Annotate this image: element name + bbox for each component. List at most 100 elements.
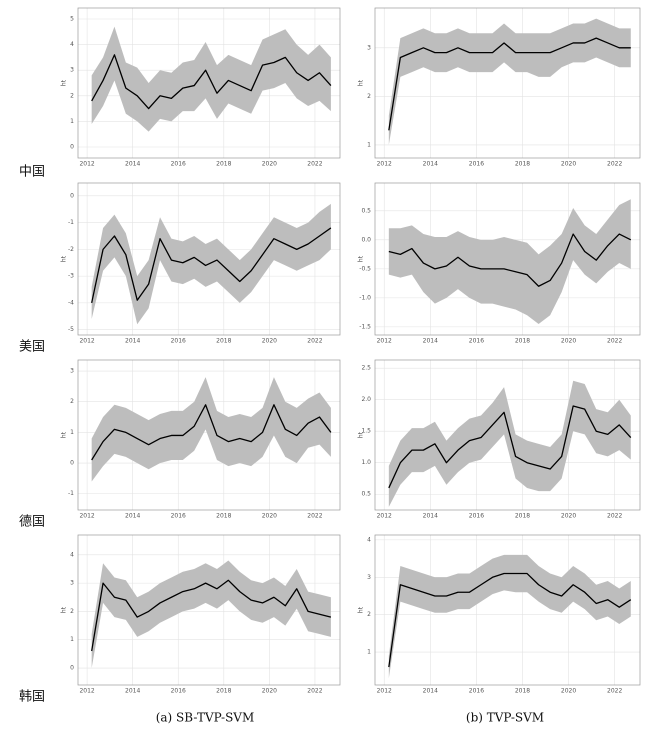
row-label: 美国 — [19, 340, 45, 355]
x-tick-label: 2016 — [469, 688, 484, 695]
x-tick-label: 2022 — [607, 161, 622, 168]
confidence-band — [91, 377, 331, 482]
row-label: 中国 — [19, 165, 45, 180]
y-tick-label: 2 — [70, 92, 74, 99]
x-tick-label: 2016 — [171, 688, 186, 695]
y-axis-label: ht — [358, 79, 365, 86]
y-tick-label: -1.5 — [359, 323, 371, 330]
y-axis-label: ht — [358, 255, 365, 262]
y-axis-label: ht — [61, 79, 68, 86]
y-tick-label: 0 — [70, 460, 74, 467]
confidence-band — [388, 554, 631, 679]
y-tick-label: -1 — [68, 219, 74, 226]
line — [91, 404, 332, 461]
y-tick-label: 3 — [367, 574, 371, 581]
x-tick-label: 2022 — [307, 688, 322, 695]
y-tick-label: -1 — [68, 490, 74, 497]
y-tick-label: 0.5 — [361, 207, 371, 214]
x-tick-label: 2012 — [79, 338, 94, 345]
line — [388, 405, 632, 489]
confidence-band — [91, 560, 331, 669]
x-tick-label: 2012 — [377, 688, 392, 695]
x-tick-label: 2020 — [262, 513, 277, 520]
y-tick-label: 3 — [70, 368, 74, 375]
x-tick-label: 2012 — [79, 688, 94, 695]
x-tick-label: 2020 — [262, 338, 277, 345]
x-tick-label: 2016 — [469, 513, 484, 520]
x-tick-label: 2018 — [216, 688, 231, 695]
y-tick-label: 0 — [70, 143, 74, 150]
y-tick-label: 0 — [70, 192, 74, 199]
y-tick-label: -0.5 — [359, 265, 371, 272]
x-tick-label: 2012 — [377, 513, 392, 520]
x-tick-label: 2018 — [515, 513, 530, 520]
x-tick-label: 2020 — [561, 161, 576, 168]
x-tick-label: 2022 — [307, 161, 322, 168]
caption: (a) SB-TVP-SVM — [156, 711, 255, 725]
x-tick-label: 2022 — [307, 513, 322, 520]
plot-border — [374, 182, 641, 336]
confidence-band — [388, 18, 631, 145]
x-tick-label: 2018 — [216, 513, 231, 520]
y-axis-label: ht — [61, 606, 68, 613]
x-tick-label: 2014 — [423, 338, 438, 345]
line — [388, 572, 632, 668]
y-axis-label: ht — [61, 255, 68, 262]
line — [91, 54, 332, 110]
y-tick-label: -3 — [68, 273, 74, 280]
y-tick-label: 0.0 — [361, 236, 371, 243]
y-tick-label: 4 — [70, 551, 74, 558]
x-tick-label: 2014 — [125, 161, 140, 168]
plot-border — [374, 534, 641, 686]
line — [388, 233, 632, 287]
x-tick-label: 2014 — [125, 338, 140, 345]
x-tick-label: 2018 — [515, 688, 530, 695]
x-tick-label: 2014 — [125, 513, 140, 520]
caption: (b) TVP-SVM — [466, 711, 544, 725]
line — [388, 37, 631, 131]
x-tick-label: 2012 — [377, 338, 392, 345]
x-tick-label: 2020 — [561, 688, 576, 695]
y-tick-label: 1.5 — [361, 428, 371, 435]
y-tick-label: 3 — [367, 44, 371, 51]
x-tick-label: 2020 — [561, 513, 576, 520]
plot-border — [374, 359, 641, 511]
y-tick-label: 4 — [70, 41, 74, 48]
y-tick-label: 1 — [367, 649, 371, 656]
y-axis-label: ht — [358, 606, 365, 613]
x-tick-label: 2020 — [262, 161, 277, 168]
plot-border — [77, 534, 341, 686]
line — [91, 579, 332, 652]
y-tick-label: 1.0 — [361, 459, 371, 466]
plot-border — [77, 359, 341, 511]
y-tick-label: 5 — [70, 16, 74, 23]
x-tick-label: 2012 — [79, 513, 94, 520]
confidence-band — [91, 203, 331, 325]
plot-border — [374, 7, 641, 159]
x-tick-label: 2018 — [216, 161, 231, 168]
y-tick-label: -4 — [68, 299, 74, 306]
x-tick-label: 2022 — [607, 338, 622, 345]
x-tick-label: 2020 — [561, 338, 576, 345]
y-tick-label: -5 — [68, 326, 74, 333]
x-tick-label: 2014 — [423, 688, 438, 695]
x-tick-label: 2018 — [515, 161, 530, 168]
x-tick-label: 2016 — [469, 338, 484, 345]
x-tick-label: 2018 — [515, 338, 530, 345]
x-tick-label: 2014 — [125, 688, 140, 695]
y-tick-label: 2 — [367, 611, 371, 618]
y-tick-label: 2 — [70, 398, 74, 405]
x-tick-label: 2016 — [171, 513, 186, 520]
x-tick-label: 2014 — [423, 513, 438, 520]
x-tick-label: 2016 — [171, 161, 186, 168]
y-tick-label: 0.5 — [361, 491, 371, 498]
x-tick-label: 2012 — [377, 161, 392, 168]
x-tick-label: 2016 — [469, 161, 484, 168]
y-tick-label: 2.0 — [361, 396, 371, 403]
x-tick-label: 2022 — [607, 513, 622, 520]
x-tick-label: 2016 — [171, 338, 186, 345]
y-tick-label: -1.0 — [359, 294, 371, 301]
x-tick-label: 2014 — [423, 161, 438, 168]
y-tick-label: 2 — [70, 608, 74, 615]
